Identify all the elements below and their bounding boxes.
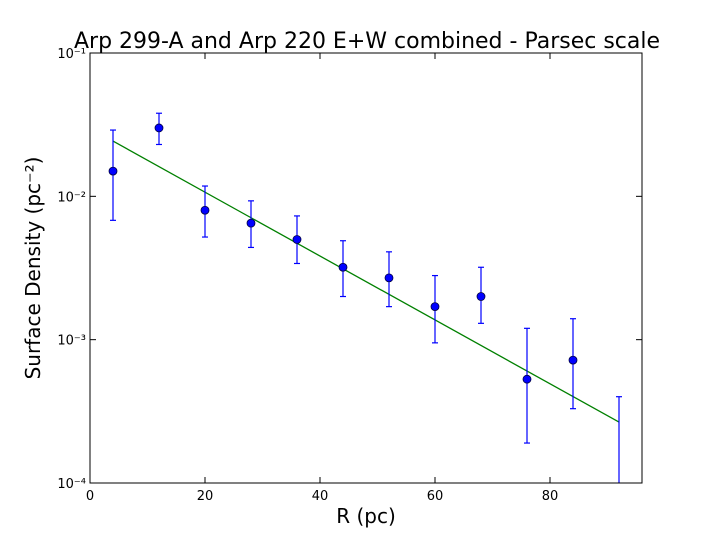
x-tick-label: 20 xyxy=(197,489,214,504)
data-point xyxy=(200,205,210,215)
data-point xyxy=(108,166,118,176)
y-tick-label: 10⁻³ xyxy=(57,334,86,349)
x-tick-label: 40 xyxy=(312,489,329,504)
y-tick-label: 10⁻¹ xyxy=(57,47,86,62)
data-point xyxy=(154,123,164,133)
data-point xyxy=(522,374,532,384)
x-tick-label: 60 xyxy=(427,489,444,504)
data-point xyxy=(292,235,302,244)
x-tick-label: 80 xyxy=(542,489,559,504)
fit-line xyxy=(112,140,620,423)
data-point xyxy=(430,302,440,312)
data-point xyxy=(384,273,394,283)
data-point xyxy=(568,355,578,365)
y-tick-label: 10⁻² xyxy=(57,190,86,205)
data-point xyxy=(246,218,256,228)
chart-title: Arp 299-A and Arp 220 E+W combined - Par… xyxy=(74,29,660,54)
y-tick-label: 10⁻⁴ xyxy=(57,477,86,492)
y-axis-label: Surface Density (pc⁻²) xyxy=(21,157,45,380)
plot-frame xyxy=(89,52,643,484)
data-point xyxy=(338,262,348,272)
data-point xyxy=(476,292,486,301)
x-axis-label: R (pc) xyxy=(336,504,396,528)
x-tick-label: 0 xyxy=(86,489,94,504)
